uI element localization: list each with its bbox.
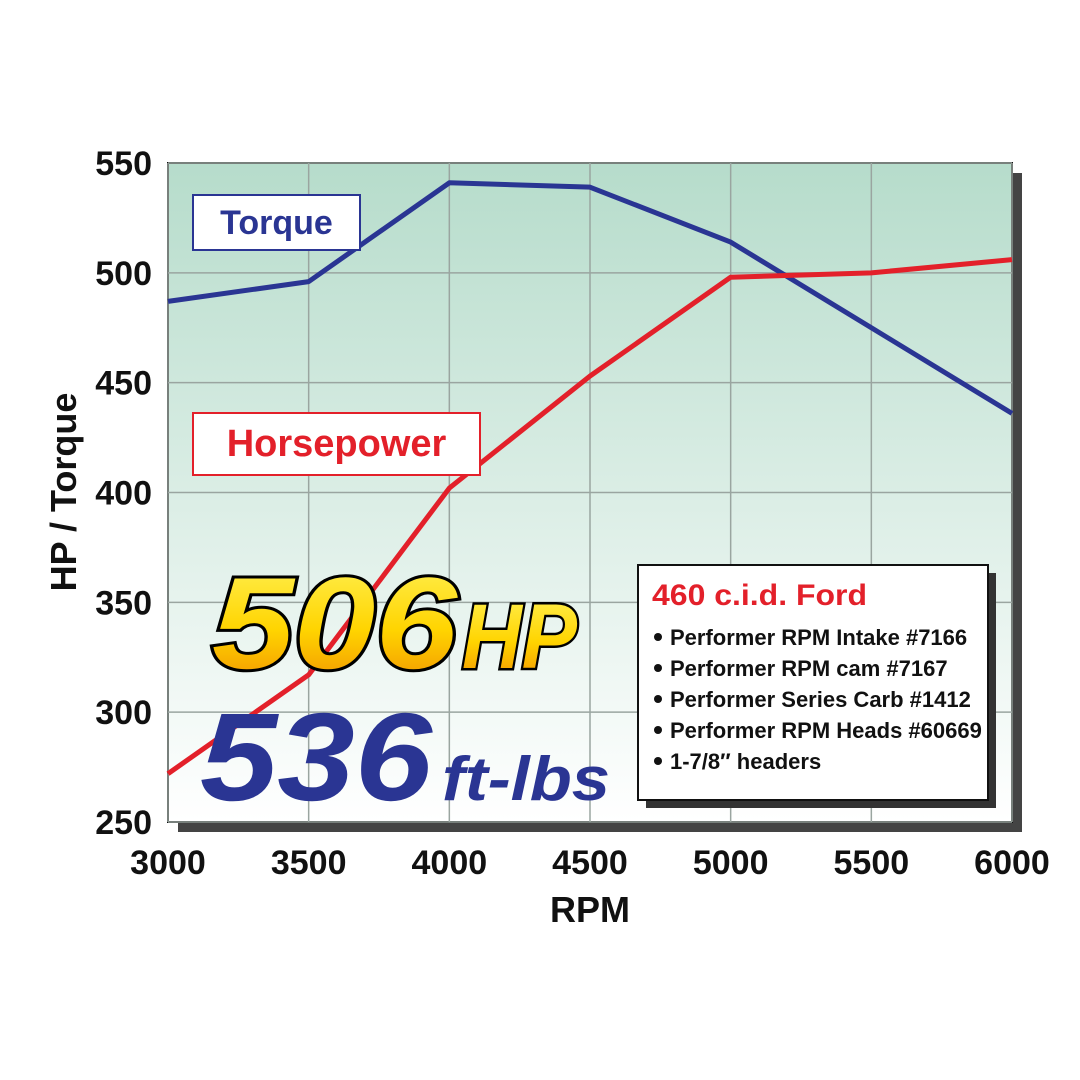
y-axis-title: HP / Torque xyxy=(43,393,84,592)
x-tick-label: 5500 xyxy=(834,844,910,882)
x-tick-label: 6000 xyxy=(974,844,1050,882)
bullet xyxy=(654,726,662,734)
x-axis-title: RPM xyxy=(550,889,630,930)
info-box-title: 460 c.i.d. Ford xyxy=(652,579,867,612)
bullet xyxy=(654,633,662,641)
info-box-item: Performer RPM Intake #7166 xyxy=(670,625,967,650)
series-label-box xyxy=(192,412,481,476)
y-tick-label: 250 xyxy=(95,804,152,842)
torque-unit: ft-lbs xyxy=(442,745,610,814)
y-tick-label: 400 xyxy=(95,475,152,513)
x-tick-label: 3500 xyxy=(271,844,347,882)
torque-value: 536 xyxy=(200,688,434,827)
y-tick-label: 500 xyxy=(95,255,152,293)
bullet xyxy=(654,757,662,765)
info-box xyxy=(637,564,989,801)
series-label-box xyxy=(192,194,361,251)
hp-unit: HP xyxy=(462,586,578,688)
series-line xyxy=(167,180,1014,416)
info-box-item: Performer RPM cam #7167 xyxy=(670,656,948,681)
info-box-item: 1-7/8″ headers xyxy=(670,749,821,774)
bullet xyxy=(654,695,662,703)
series-label: Torque xyxy=(220,204,333,242)
x-tick-label: 4000 xyxy=(412,844,488,882)
y-tick-label: 550 xyxy=(95,145,152,183)
x-tick-label: 3000 xyxy=(130,844,206,882)
x-tick-label: 4500 xyxy=(552,844,628,882)
y-tick-label: 450 xyxy=(95,365,152,403)
series-line xyxy=(166,257,1013,776)
x-tick-label: 5000 xyxy=(693,844,769,882)
hp-value: 506 xyxy=(212,550,458,696)
bullet xyxy=(654,664,662,672)
y-tick-label: 300 xyxy=(95,694,152,732)
info-box-item: Performer Series Carb #1412 xyxy=(670,687,971,712)
series-label: Horsepower xyxy=(227,423,447,465)
y-tick-label: 350 xyxy=(95,584,152,622)
info-box-item: Performer RPM Heads #60669 xyxy=(670,718,982,743)
